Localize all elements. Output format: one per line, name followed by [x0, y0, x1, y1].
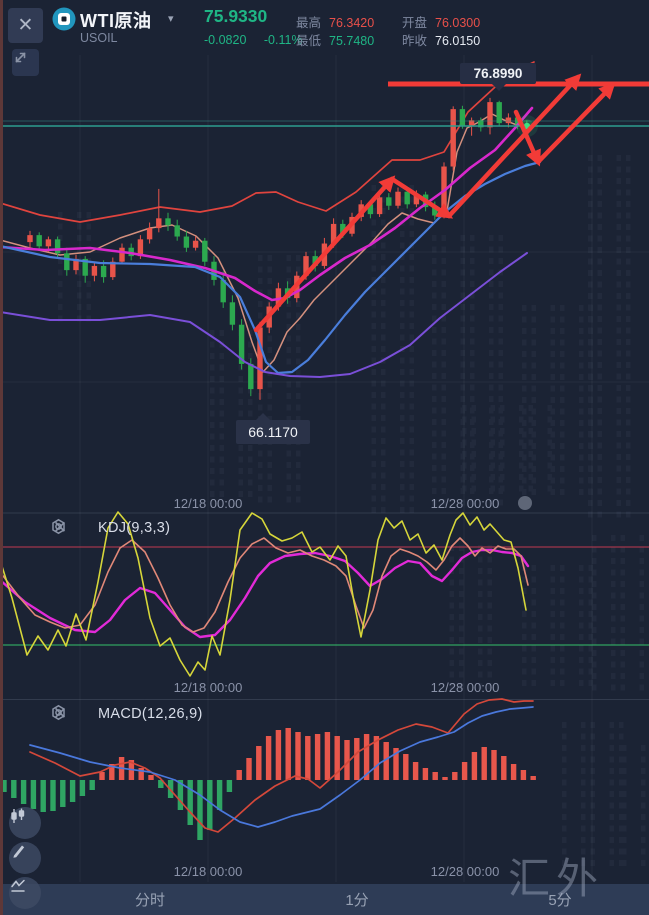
tab-1分[interactable]: 1分 — [345, 892, 369, 909]
last-price: 75.9330 — [204, 6, 268, 26]
line-chart-icon — [11, 879, 25, 892]
time-label: 12/18 00:00 — [173, 496, 243, 511]
stat-开盘: 开盘 76.0300 — [402, 16, 481, 30]
time-label: 12/18 00:00 — [173, 680, 243, 695]
indicator-button[interactable] — [9, 877, 41, 909]
watermark: 汇外网 — [508, 854, 605, 903]
macd-title: MACD(12,26,9) — [98, 706, 203, 722]
stat-最高: 最高 76.3420 — [296, 16, 375, 30]
kdj-title: KDJ(9,3,3) — [98, 520, 171, 536]
close-button[interactable]: ✕ — [8, 8, 43, 43]
price-change-pct: -0.11% — [263, 33, 303, 47]
macd-header: ✕ MACD(12,26,9) — [50, 704, 203, 724]
collapse-icon — [15, 52, 26, 63]
kdj-header: ✕ KDJ(9,3,3) — [50, 518, 170, 538]
stat-最低: 最低 75.7480 — [296, 34, 375, 48]
time-label: 12/28 00:00 — [430, 496, 500, 511]
instrument-icon — [52, 7, 76, 31]
collapse-button[interactable] — [12, 49, 39, 76]
price-change: -0.0820 — [204, 33, 247, 47]
high-price-label: 76.8990 — [460, 63, 536, 91]
axis-scroll-handle[interactable] — [518, 496, 532, 510]
timeframe-tabbar: 分时 1分 5分 — [0, 884, 649, 915]
chevron-down-icon[interactable]: ▾ — [168, 13, 174, 25]
pencil-icon — [13, 845, 25, 858]
low-price-label: 66.1170 — [236, 413, 310, 444]
time-label: 12/28 00:00 — [430, 680, 500, 695]
left-edge-strip — [0, 0, 3, 915]
tab-分时[interactable]: 分时 — [134, 892, 166, 909]
chart-type-button[interactable] — [9, 807, 41, 839]
tab-5分[interactable]: 5分 — [548, 892, 572, 909]
price-change-row: -0.0820 -0.11% — [204, 33, 303, 47]
draw-button[interactable] — [9, 842, 41, 874]
symbol-code: USOIL — [80, 31, 118, 45]
close-icon: ✕ — [17, 15, 34, 36]
candlestick-icon — [11, 808, 25, 823]
time-label: 12/18 00:00 — [173, 864, 243, 879]
symbol-title[interactable]: WTI原油 — [80, 11, 152, 31]
time-label: 12/28 00:00 — [430, 864, 500, 879]
stat-昨收: 昨收 76.0150 — [402, 34, 481, 48]
